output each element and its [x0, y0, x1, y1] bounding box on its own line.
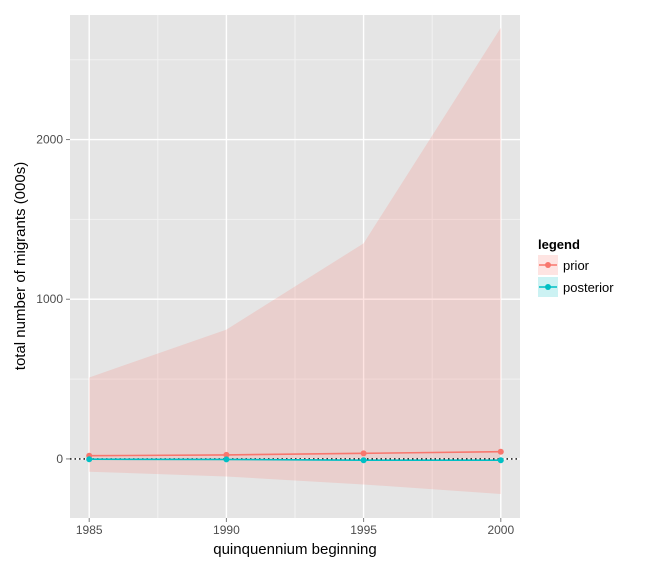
ribbon-prior: [89, 27, 501, 495]
legend-key-point-posterior: [545, 284, 551, 290]
point-prior: [223, 451, 230, 458]
x-axis-title: quinquennium beginning: [213, 541, 376, 558]
legend-label-posterior: posterior: [563, 280, 614, 295]
legend-title: legend: [538, 237, 580, 252]
x-tick-label: 1995: [350, 523, 377, 537]
x-tick-label: 2000: [487, 523, 514, 537]
y-tick-label: 0: [56, 452, 63, 466]
minor-grid: [70, 15, 520, 518]
point-prior: [497, 448, 504, 455]
point-posterior: [497, 457, 504, 464]
line-posterior: [89, 458, 501, 461]
y-tick-label: 1000: [36, 292, 63, 306]
x-tick-label: 1990: [213, 523, 240, 537]
y-axis: 0 1000 2000: [36, 133, 70, 466]
legend: legend prior posterior: [538, 237, 614, 297]
legend-label-prior: prior: [563, 258, 590, 273]
y-tick-label: 2000: [36, 133, 63, 147]
x-tick-label: 1985: [76, 523, 103, 537]
legend-key-point-prior: [545, 262, 551, 268]
series-points: [86, 448, 504, 464]
line-prior: [89, 450, 501, 457]
point-prior: [360, 450, 367, 457]
y-axis-title: total number of migrants (000s): [12, 162, 29, 370]
x-axis: 1985 1990 1995 2000: [76, 518, 514, 537]
series-lines: [89, 450, 501, 461]
point-posterior: [360, 457, 367, 464]
point-posterior: [223, 456, 230, 463]
point-posterior: [86, 456, 93, 463]
